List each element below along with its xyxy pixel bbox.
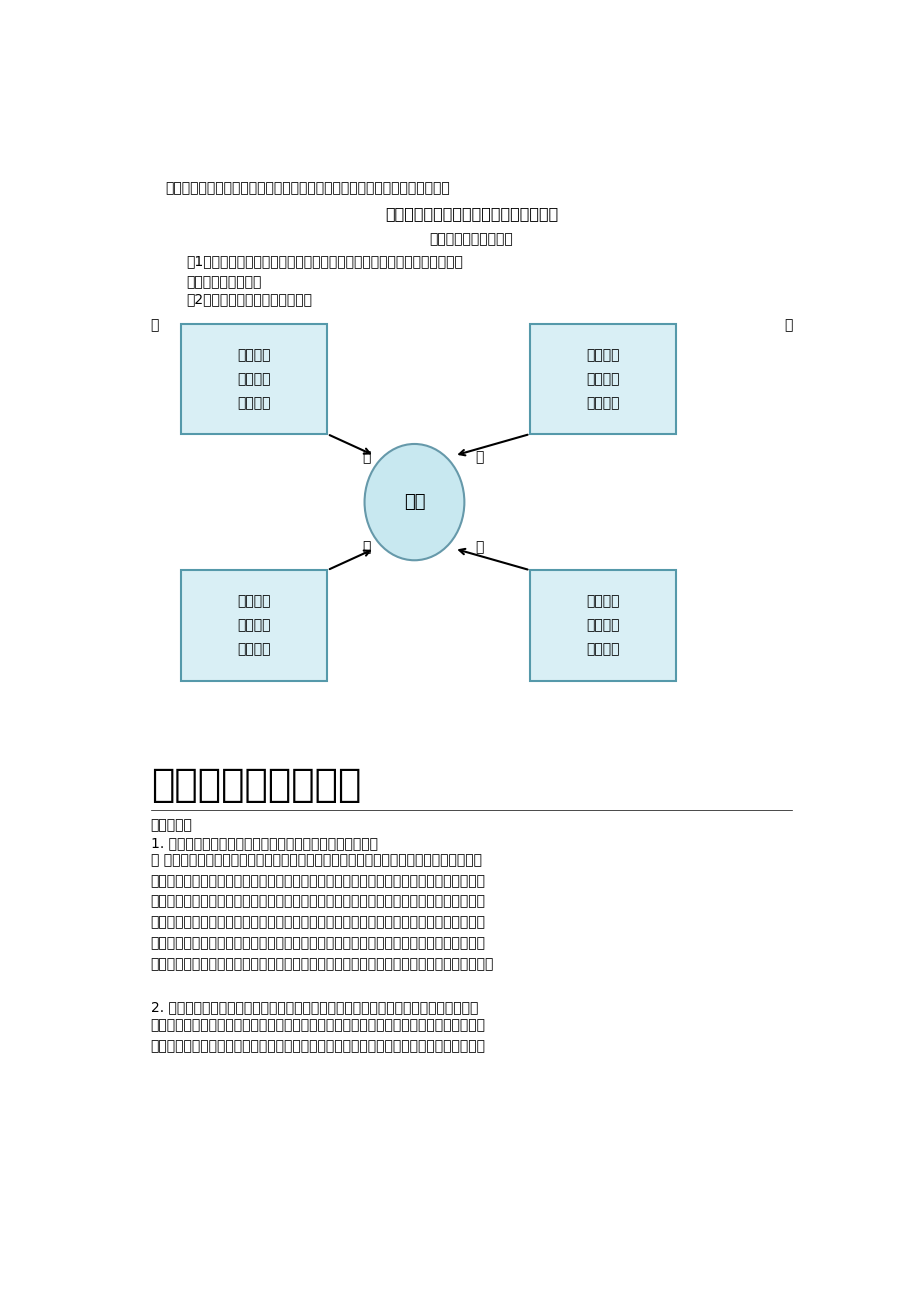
FancyBboxPatch shape <box>529 570 675 681</box>
Text: 如 在学习黄河的自然概说时利用了学生自学与小组合作探究相结合的方式，列出要讨论的
题目，让学生自己找出答案，再相互说明所找的内容，记住重点知识，这样学生既巩固了: 如 在学习黄河的自然概说时利用了学生自学与小组合作探究相结合的方式，列出要讨论的… <box>151 853 494 971</box>
Text: 展到今天了解黄河、尊重黄河，善待黄河，保护黄河。让黄河母亲永葆青春。: 展到今天了解黄河、尊重黄河，善待黄河，保护黄河。让黄河母亲永葆青春。 <box>165 181 449 195</box>
Text: 第五幕：课堂小结：体验反思，拓展延伸: 第五幕：课堂小结：体验反思，拓展延伸 <box>384 207 558 221</box>
Text: 饱含泥沙
地上悬河
决口之险: 饱含泥沙 地上悬河 决口之险 <box>586 595 619 656</box>
Text: 板: 板 <box>151 319 159 332</box>
Text: 黄河的治理教后反思: 黄河的治理教后反思 <box>151 766 360 803</box>
Text: 源流概况
流经省区
主要支流: 源流概况 流经省区 主要支流 <box>237 348 270 410</box>
Text: 成功之处：: 成功之处： <box>151 818 192 832</box>
Text: 颂: 颂 <box>362 540 370 555</box>
Text: 书: 书 <box>783 319 791 332</box>
Text: （选做，在课外完成）: （选做，在课外完成） <box>429 233 513 246</box>
Text: 2. 注重了知识的拓展和综合，让学生学习对生活有用的地理，体现开放式的地理教学。: 2. 注重了知识的拓展和综合，让学生学习对生活有用的地理，体现开放式的地理教学。 <box>151 1000 478 1014</box>
Ellipse shape <box>364 444 464 560</box>
Text: 救: 救 <box>475 449 483 464</box>
Text: 塑造平原
富蕴水能
提供水源: 塑造平原 富蕴水能 提供水源 <box>237 595 270 656</box>
FancyBboxPatch shape <box>181 570 327 681</box>
Text: 在黄河的根治中，断流和水污染的治理是本节课难点中的难点，要求学生结合当今我国水资
源的现状和国民经济的发展状况，从不同的角度去分析原因，找出最合理的根治办法，并: 在黄河的根治中，断流和水污染的治理是本节课难点中的难点，要求学生结合当今我国水资… <box>151 1018 485 1053</box>
Text: 黄河: 黄河 <box>403 493 425 512</box>
Text: 加固堤防
保持水土
修建水库: 加固堤防 保持水土 修建水库 <box>586 348 619 410</box>
Text: 知: 知 <box>362 449 370 464</box>
Text: （1）针对黄河生态环境遭破坏这一现象，设计一则公益广告，呼吁保护母
亲河。要求有创意。: （1）针对黄河生态环境遭破坏这一现象，设计一则公益广告，呼吁保护母 亲河。要求有… <box>186 254 462 289</box>
FancyBboxPatch shape <box>181 324 327 434</box>
Text: 1. 注重了学生学习与探究能力的培养，体现了新课改精神。: 1. 注重了学生学习与探究能力的培养，体现了新课改精神。 <box>151 836 377 850</box>
FancyBboxPatch shape <box>529 324 675 434</box>
Text: 忧: 忧 <box>475 540 483 555</box>
Text: （2）黄河母亲给儿女的一封信。: （2）黄河母亲给儿女的一封信。 <box>186 293 312 306</box>
